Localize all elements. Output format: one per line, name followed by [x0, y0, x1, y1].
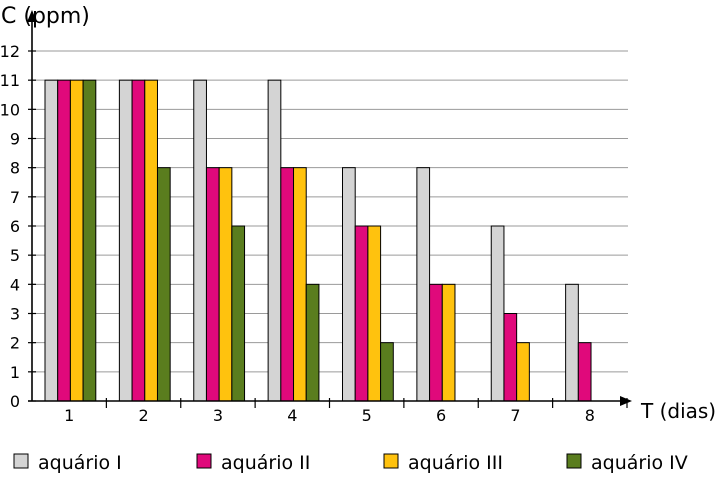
x-tick-label: 5: [362, 406, 372, 425]
x-tick-label: 2: [138, 406, 148, 425]
y-tick-label: 9: [10, 130, 20, 149]
axes: [27, 10, 632, 406]
y-tick-label: 10: [0, 100, 20, 119]
x-tick-label: 1: [64, 406, 74, 425]
bar-series-3-day-2: [144, 79, 158, 402]
legend-swatch: [13, 453, 29, 469]
bar-series-2-day-4: [280, 167, 295, 402]
bar-series-2-day-6: [429, 283, 443, 402]
legend-swatch: [566, 453, 582, 469]
bars: [44, 79, 592, 402]
y-tick-label: 1: [10, 363, 20, 382]
y-tick-label: 3: [10, 305, 20, 324]
x-tick-labels: 1 2 3 4 5 6 7 8: [64, 398, 628, 425]
x-tick-label: 7: [510, 406, 520, 425]
y-tick-label: 7: [10, 188, 20, 207]
bar-series-4-day-5: [380, 342, 394, 402]
y-tick-label: 12: [0, 42, 20, 61]
x-axis-label: T (dias): [640, 399, 716, 423]
legend: aquário I aquário II aquário III aquário IV: [13, 452, 688, 474]
bar-series-4-day-1: [82, 79, 97, 402]
bar-series-1-day-6: [416, 167, 431, 402]
y-tick-label: 4: [10, 275, 20, 294]
x-tick-label: 8: [585, 406, 595, 425]
bar-series-2-day-2: [131, 79, 146, 402]
legend-item-1: aquário I: [13, 452, 122, 474]
bar-series-1-day-2: [118, 79, 133, 402]
y-tick-label: 0: [10, 392, 20, 411]
bar-series-2-day-8: [577, 342, 592, 402]
bar-series-4-day-4: [305, 283, 320, 402]
bar-series-3-day-6: [441, 283, 456, 402]
bar-series-3-day-5: [367, 225, 382, 402]
bar-series-1-day-7: [490, 225, 505, 402]
y-axis-arrow: [27, 10, 37, 22]
y-tick-label: 6: [10, 217, 20, 236]
bar-series-1-day-5: [342, 167, 356, 402]
x-tick-label: 3: [213, 406, 223, 425]
bar-series-1-day-3: [193, 79, 207, 402]
y-tick-label: 11: [0, 71, 20, 90]
y-tick-label: 8: [10, 159, 20, 178]
legend-label: aquário I: [38, 452, 122, 474]
legend-swatch: [196, 453, 212, 469]
legend-item-4: aquário IV: [566, 452, 688, 474]
x-axis-arrow: [620, 396, 632, 406]
bar-series-4-day-3: [231, 225, 246, 402]
bar-series-2-day-5: [354, 225, 369, 402]
legend-item-3: aquário III: [383, 452, 503, 474]
x-tick-label: 6: [436, 406, 446, 425]
bar-series-3-day-7: [516, 342, 530, 402]
bar-series-2-day-3: [205, 167, 220, 402]
bar-series-1-day-4: [267, 79, 282, 402]
bar-series-3-day-3: [218, 167, 233, 402]
legend-label: aquário II: [221, 452, 310, 474]
legend-label: aquário IV: [591, 452, 688, 474]
bar-series-2-day-7: [503, 313, 518, 402]
bar-series-3-day-1: [69, 79, 84, 402]
bar-series-2-day-1: [57, 79, 71, 402]
bar-series-1-day-1: [44, 79, 59, 402]
legend-item-2: aquário II: [196, 452, 310, 474]
bar-series-4-day-2: [156, 167, 171, 402]
bar-series-1-day-8: [565, 283, 579, 402]
legend-swatch: [383, 453, 399, 469]
y-tick-label: 5: [10, 246, 20, 265]
y-axis-label: C (ppm): [1, 4, 90, 29]
y-tick-label: 2: [10, 334, 20, 353]
legend-label: aquário III: [408, 452, 503, 474]
x-tick-label: 4: [287, 406, 297, 425]
bar-series-3-day-4: [293, 167, 307, 402]
